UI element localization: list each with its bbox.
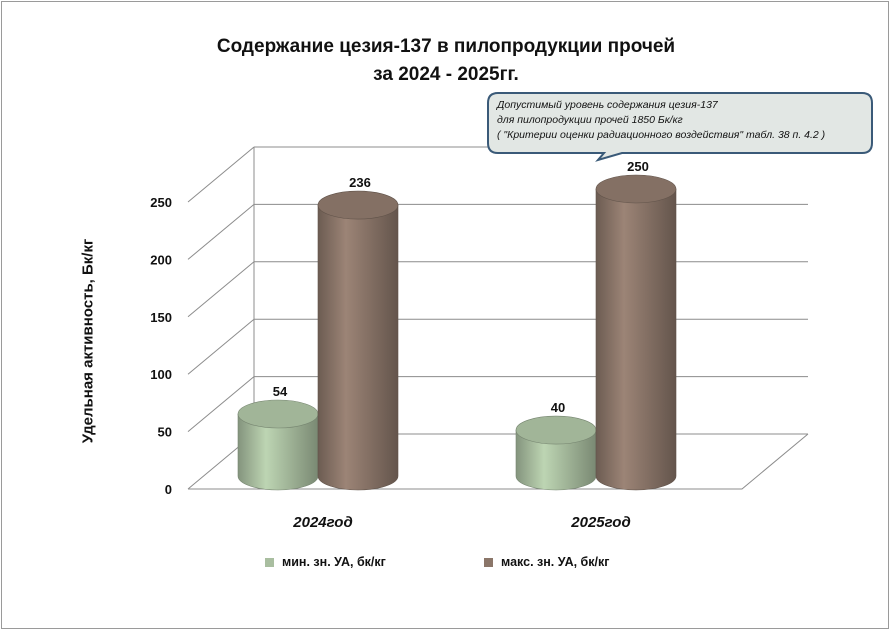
chart-title-line-1: Содержание цезия-137 в пилопродукции про… — [216, 36, 676, 57]
legend-swatch-max — [484, 557, 493, 567]
side-wall-gridline — [187, 376, 255, 432]
callout-line-3: ( "Критерии оценки радиационного воздейс… — [497, 129, 826, 141]
callout-text: Допустимый уровень содержания цезия-137 … — [497, 98, 867, 143]
bar-max-1-top — [317, 190, 399, 220]
y-tick-label: 100 — [150, 367, 172, 382]
chart-title-line-2: за 2024 - 2025гг. — [373, 64, 519, 85]
side-wall-gridline — [187, 261, 255, 318]
x-tick-label: 2024год — [292, 514, 352, 531]
legend-item-max: макс. зн. УА, бк/кг — [484, 555, 609, 569]
bar-min-1 — [237, 413, 319, 491]
y-tick-label: 150 — [150, 310, 172, 325]
bar-min-2 — [515, 429, 597, 491]
side-wall-gridline — [187, 146, 255, 203]
legend-item-min: мин. зн. УА, бк/кг — [265, 555, 386, 569]
data-label-max-2: 250 — [627, 159, 649, 174]
side-wall-gridline — [187, 318, 255, 375]
legend-swatch-min — [265, 557, 274, 567]
bar-max-2 — [595, 188, 677, 491]
y-tick-label: 200 — [150, 252, 172, 267]
bar-max-1 — [317, 204, 399, 491]
y-tick-label: 250 — [150, 195, 172, 210]
bar-min-1-top — [237, 399, 319, 429]
bar-min-2-top — [515, 415, 597, 445]
data-label-max-1: 236 — [349, 175, 371, 190]
x-tick-label: 2025год — [570, 514, 630, 531]
y-tick-label: 50 — [158, 425, 172, 440]
data-label-min-2: 40 — [551, 400, 565, 415]
legend-label-min: мин. зн. УА, бк/кг — [282, 555, 386, 569]
callout-line-2: для пилопродукции прочей 1850 Бк/кг — [497, 114, 683, 126]
side-wall-gridline — [187, 204, 255, 260]
callout-line-1: Допустимый уровень содержания цезия-137 — [497, 99, 718, 111]
legend-label-max: макс. зн. УА, бк/кг — [501, 555, 610, 569]
y-tick-label: 0 — [165, 482, 172, 497]
callout-bubble — [487, 92, 873, 162]
data-label-min-1: 54 — [273, 384, 288, 399]
y-axis-label: Удельная активность, Бк/кг — [79, 238, 97, 444]
bar-max-2-top — [595, 174, 677, 204]
